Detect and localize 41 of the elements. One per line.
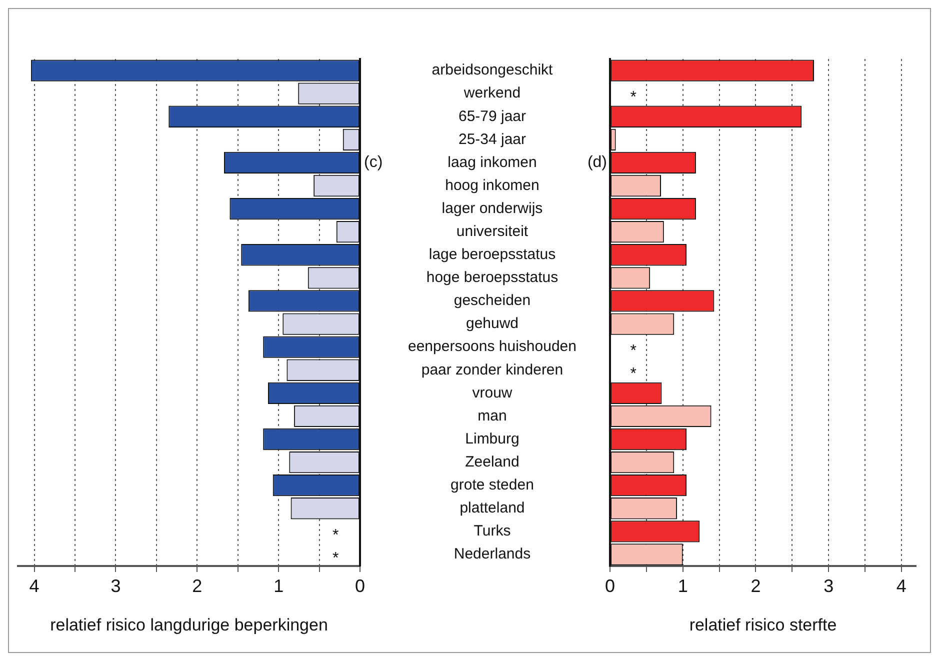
x-tick-label: 4 — [29, 576, 40, 596]
y-tick-label: grote steden — [450, 476, 534, 494]
y-tick-label: man — [478, 407, 507, 424]
y-tick-label: 25-34 jaar — [458, 130, 526, 148]
annotation: * — [332, 550, 339, 567]
x-tick-label: 3 — [110, 576, 121, 596]
y-tick-label: 65-79 jaar — [458, 108, 526, 125]
y-tick-label: gescheiden — [454, 292, 531, 310]
y-tick-label: lage beroepsstatus — [428, 246, 556, 264]
y-tick-label: hoog inkomen — [445, 176, 540, 194]
x-tick-label: 0 — [604, 576, 616, 596]
y-tick-label: Turks — [474, 522, 511, 540]
x-tick-label: 4 — [896, 576, 906, 596]
y-tick-label: lager onderwijs — [442, 200, 543, 217]
x-axis-title: relatief risico sterfte — [689, 615, 837, 634]
annotation: * — [630, 342, 636, 360]
y-tick-label: werkend — [462, 84, 521, 102]
x-tick-label: 2 — [192, 576, 202, 596]
y-tick-label: Limburg — [465, 430, 520, 448]
x-tick-label: 3 — [824, 576, 834, 596]
y-tick-label: Nederlands — [454, 546, 531, 563]
y-tick-label: hoge beroepsstatus — [426, 269, 558, 286]
text: (d) — [587, 154, 607, 172]
x-axis-title: relatief risico langdurige beperkingen — [50, 615, 328, 634]
annotation: * — [630, 366, 636, 383]
y-tick-label: eenpersoons huishouden — [408, 338, 576, 356]
y-tick-label: paar zonder kinderen — [421, 361, 564, 378]
y-tick-label: vrouw — [472, 384, 512, 402]
x-tick-label: 1 — [274, 576, 284, 596]
text: (c) — [364, 154, 383, 172]
y-tick-label: universiteit — [456, 222, 529, 240]
y-tick-label: arbeidsongeschikt — [432, 62, 554, 79]
x-tick-label: 2 — [750, 576, 761, 596]
x-tick-label: 0 — [354, 576, 366, 596]
y-tick-label: laag inkomen — [448, 154, 537, 171]
x-tick-label: 1 — [678, 576, 688, 596]
y-tick-label: gehuwd — [466, 315, 519, 332]
y-tick-label: Zeeland — [465, 453, 520, 470]
annotation: * — [332, 526, 339, 544]
annotation: * — [630, 88, 636, 106]
y-tick-label: platteland — [460, 500, 525, 517]
